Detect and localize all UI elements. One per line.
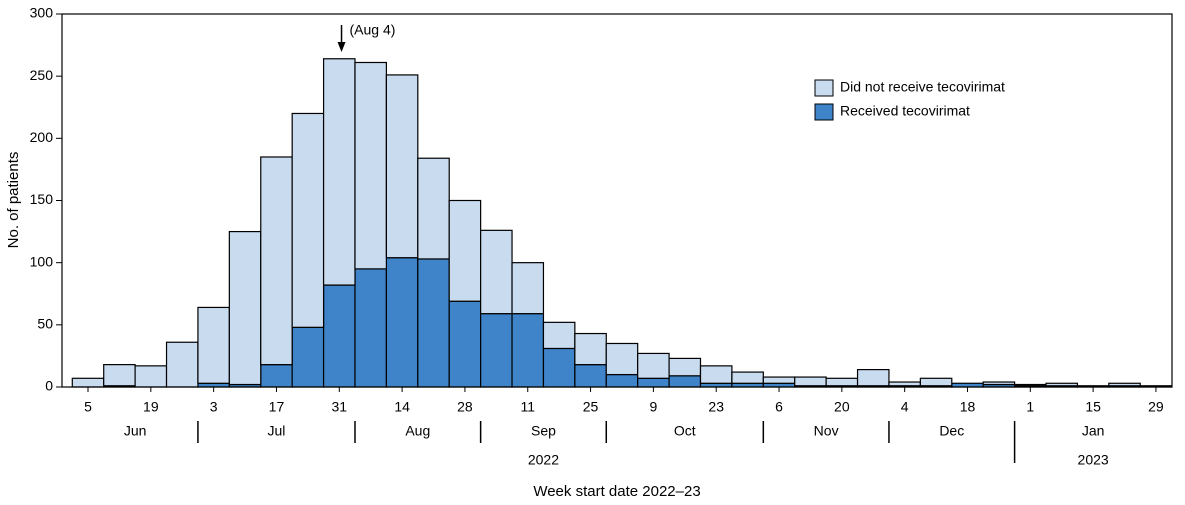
annotation-arrowhead <box>337 42 346 52</box>
bar-segment <box>668 357 702 377</box>
bar-segment <box>71 377 105 388</box>
bar-segment <box>228 230 262 386</box>
bar-segment <box>825 377 859 387</box>
bar-segment <box>605 342 639 376</box>
y-tick-label: 100 <box>30 253 54 269</box>
bar-segment <box>1013 383 1047 387</box>
bar-segment <box>982 381 1016 386</box>
bar-segment <box>888 381 921 387</box>
annotation: (Aug 4) <box>350 22 396 38</box>
y-axis-title: No. of patients <box>5 152 22 249</box>
bar-segment <box>134 365 168 388</box>
bar-segment <box>480 229 513 315</box>
x-tick-label: 19 <box>143 399 159 415</box>
bar-segment <box>919 377 953 387</box>
month-label: Sep <box>531 423 556 439</box>
bar-segment <box>542 347 576 388</box>
legend-label: Received tecovirimat <box>840 103 970 119</box>
bar-segment <box>511 262 545 315</box>
bar-segment <box>354 61 387 270</box>
bar-segment <box>794 376 827 387</box>
year-label: 2022 <box>528 452 559 468</box>
bar-segment <box>542 321 576 350</box>
bar-segment <box>1108 382 1141 387</box>
x-tick-label: 1 <box>1026 399 1034 415</box>
bar-segment <box>385 74 419 259</box>
x-tick-label: 4 <box>901 399 909 415</box>
x-tick-label: 18 <box>960 399 976 415</box>
x-tick-label: 9 <box>649 399 657 415</box>
x-tick-label: 6 <box>775 399 783 415</box>
x-tick-label: 28 <box>457 399 473 415</box>
month-label: Jul <box>268 423 286 439</box>
x-tick-label: 20 <box>834 399 850 415</box>
bar-segment <box>448 199 482 302</box>
x-tick-label: 25 <box>583 399 599 415</box>
bar-segment <box>574 332 607 366</box>
y-tick-label: 250 <box>30 67 54 83</box>
month-label: Nov <box>814 423 839 439</box>
bar-segment <box>354 268 387 388</box>
bar-segment <box>103 364 136 387</box>
bar-segment <box>385 257 419 388</box>
y-tick-label: 150 <box>30 191 54 207</box>
y-tick-label: 0 <box>45 378 53 394</box>
x-tick-label: 5 <box>84 399 92 415</box>
x-tick-label: 15 <box>1085 399 1101 415</box>
bar-segment <box>291 112 325 328</box>
bar-segment <box>417 157 450 260</box>
bar-segment <box>197 306 230 384</box>
x-tick-label: 14 <box>394 399 410 415</box>
bar-segment <box>448 300 482 388</box>
x-tick-label: 31 <box>331 399 347 415</box>
plot-frame <box>61 13 1173 388</box>
legend-label: Did not receive tecovirimat <box>840 79 1005 95</box>
bar-segment <box>574 364 607 388</box>
y-tick-label: 200 <box>30 129 54 145</box>
bar-segment <box>417 258 450 388</box>
bar-segment <box>762 376 796 384</box>
bar-segment <box>322 284 356 388</box>
bar-segment <box>480 313 513 388</box>
x-tick-label: 23 <box>708 399 724 415</box>
month-label: Aug <box>405 423 430 439</box>
bar-segment <box>511 313 545 388</box>
bar-segment <box>260 156 293 366</box>
bar-segment <box>856 368 890 387</box>
bar-segment <box>637 377 670 388</box>
bar-segment <box>668 375 702 388</box>
bar-segment <box>605 373 639 388</box>
y-tick-label: 50 <box>37 316 53 332</box>
bar-segment <box>699 365 733 384</box>
month-label: Oct <box>674 423 696 439</box>
bar-segment <box>1045 382 1079 387</box>
year-label: 2023 <box>1078 452 1109 468</box>
x-tick-label: 29 <box>1148 399 1164 415</box>
y-tick-label: 300 <box>30 5 54 21</box>
month-label: Jun <box>124 423 147 439</box>
bar-segment <box>637 352 670 379</box>
legend-swatch <box>814 79 834 97</box>
x-tick-label: 11 <box>520 399 535 415</box>
bar-segment <box>291 326 325 388</box>
bar-segment <box>165 341 199 388</box>
x-axis-title: Week start date 2022–23 <box>533 483 700 500</box>
month-label: Jan <box>1082 423 1105 439</box>
bar-segment <box>322 58 356 286</box>
legend-swatch <box>814 103 834 121</box>
bar-segment <box>731 371 764 384</box>
month-label: Dec <box>939 423 964 439</box>
x-tick-label: 17 <box>269 399 285 415</box>
bar-segment <box>260 364 293 388</box>
x-tick-label: 3 <box>210 399 218 415</box>
